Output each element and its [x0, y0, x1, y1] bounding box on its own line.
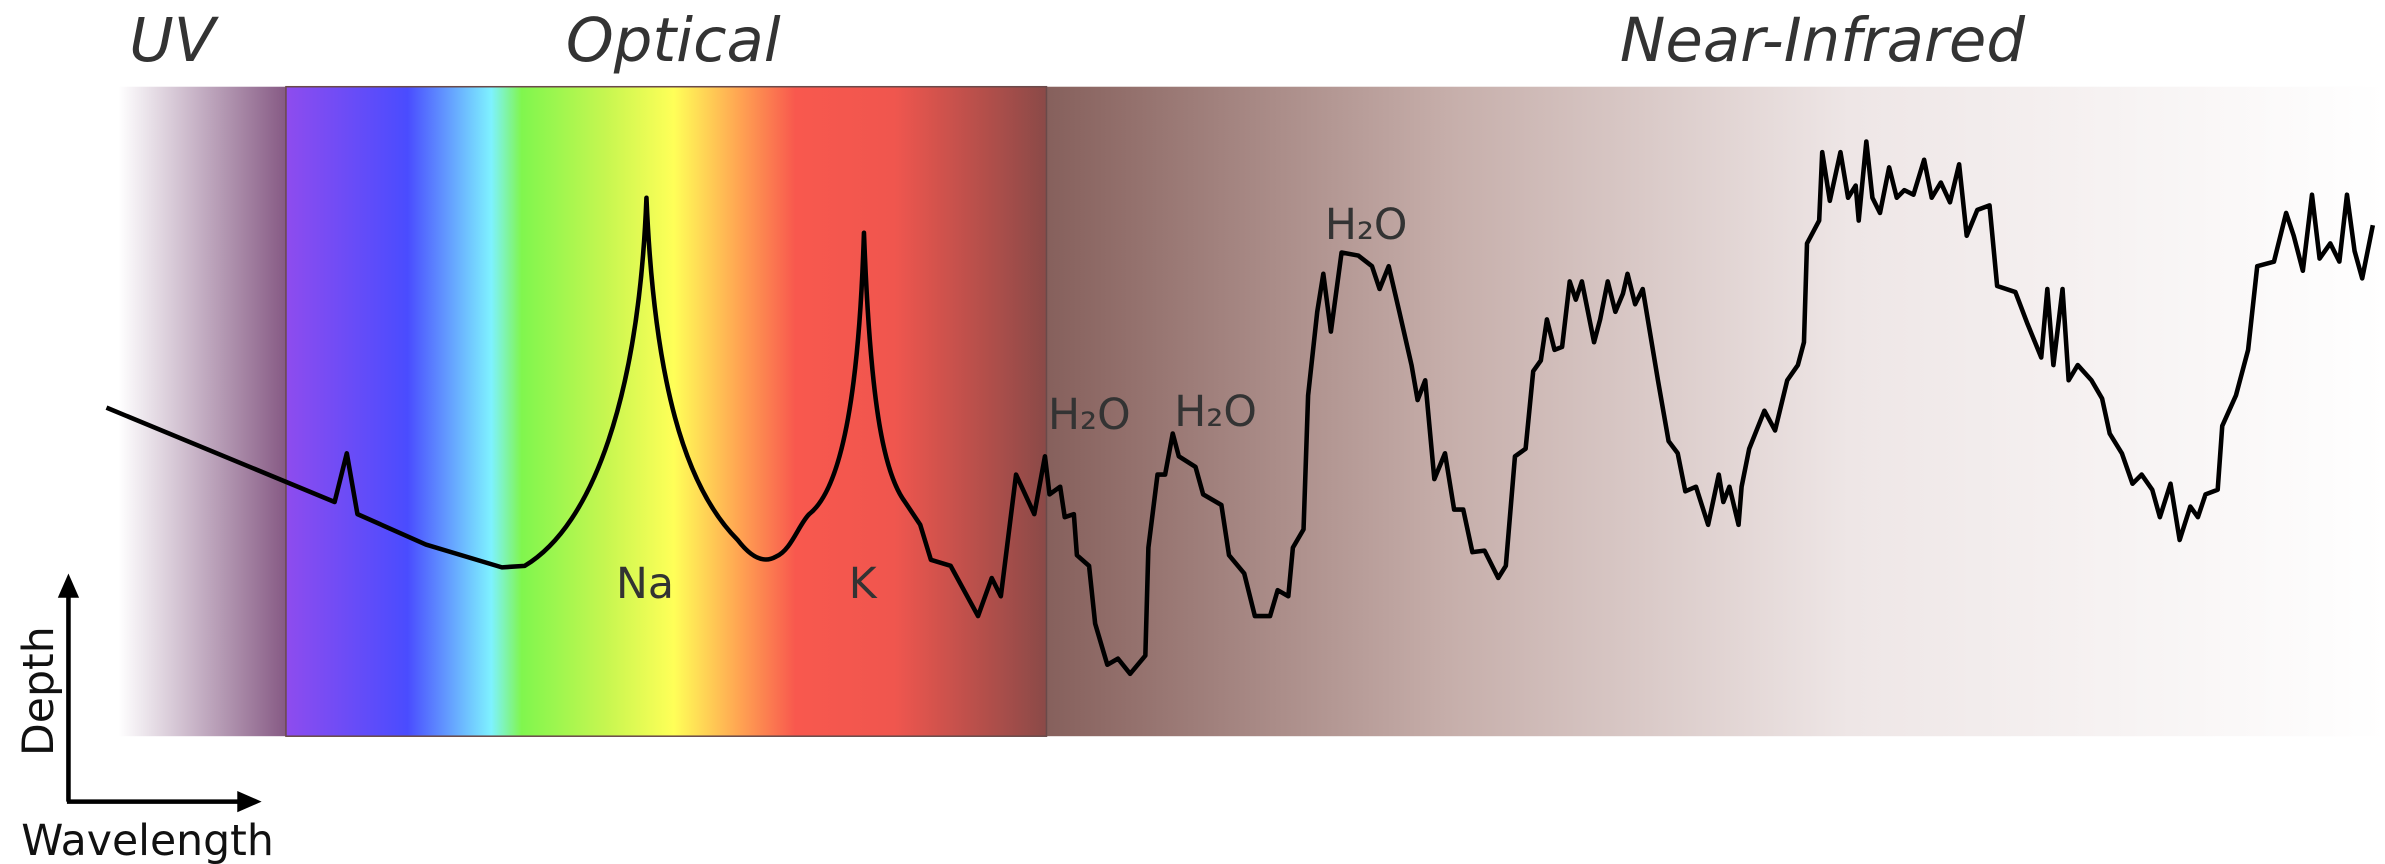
spectrum-curve	[105, 139, 2376, 677]
feature-label: K	[849, 559, 878, 609]
feature-label: H₂O	[1325, 200, 1408, 250]
axis-arrows	[57, 573, 262, 813]
feature-label: H₂O	[1048, 390, 1131, 440]
x-axis-label: Wavelength	[21, 816, 274, 864]
y-axis-label: Depth	[14, 626, 64, 756]
region-label: Near-Infrared	[1620, 6, 2025, 76]
feature-label: H₂O	[1174, 387, 1257, 437]
region-label: Optical	[566, 6, 781, 76]
nir-band	[1046, 86, 2385, 737]
region-label: UV	[129, 6, 220, 76]
uv-band	[118, 86, 286, 737]
feature-label: Na	[616, 559, 674, 609]
optical-band	[285, 85, 1048, 737]
